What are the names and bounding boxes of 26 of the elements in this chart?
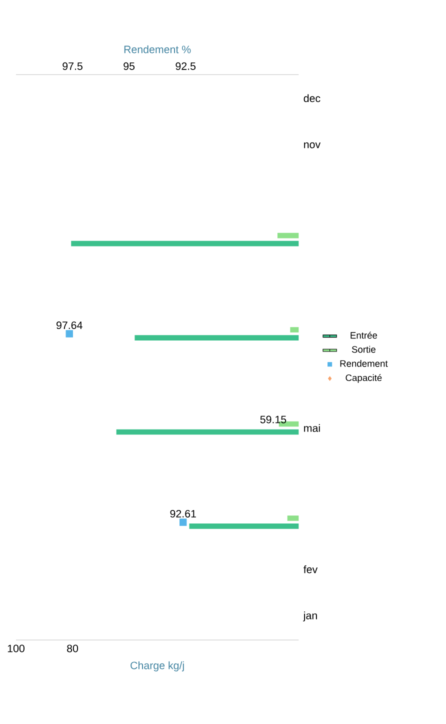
y-tick-label: dec	[304, 94, 320, 102]
bar	[287, 516, 299, 521]
y-tick-label: nov	[304, 142, 321, 148]
legend-label: Entrée	[350, 332, 378, 339]
legend-label: Capacité	[346, 374, 382, 383]
legend-label: Sortie	[352, 346, 376, 353]
bar	[189, 524, 299, 529]
x2-tick-label: 95	[124, 62, 135, 70]
x-tick-label: 100	[8, 644, 24, 652]
y-tick-label: jan	[303, 611, 317, 622]
data-label: 97.64	[56, 322, 82, 330]
x-tick-label: 80	[67, 644, 78, 652]
bar	[71, 240, 299, 246]
x2-axis-title: Rendement %	[124, 45, 191, 54]
y-tick-label: fev	[304, 565, 318, 574]
data-label: 92.61	[170, 510, 196, 518]
bar	[290, 327, 299, 332]
x-axis-title: Charge kg/j	[130, 661, 184, 672]
legend-label: Rendement	[340, 360, 388, 367]
bar	[134, 335, 299, 340]
x2-tick-label: 97.5	[62, 62, 82, 70]
annotation: 59.15	[260, 416, 286, 424]
x2-tick-label: 92.5	[176, 62, 196, 70]
bar	[277, 232, 299, 238]
y-tick-label: mai	[304, 424, 320, 432]
bar	[116, 429, 299, 435]
